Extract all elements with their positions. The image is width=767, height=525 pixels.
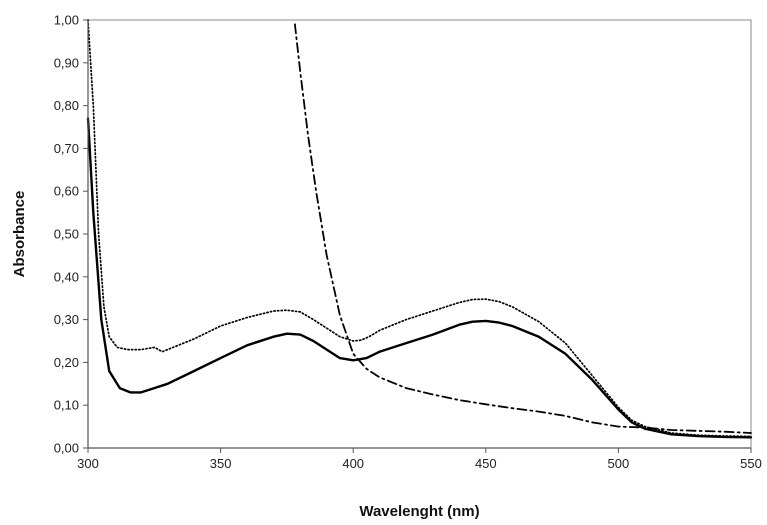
x-tick-label: 500 bbox=[608, 456, 630, 471]
x-tick-label: 300 bbox=[77, 456, 99, 471]
y-tick-label: 0,70 bbox=[54, 141, 79, 156]
x-tick-label: 450 bbox=[475, 456, 497, 471]
labels-layer: 300 350 400 450 500 550 0,00 0,10 0,20 0,30 0,40 0,… bbox=[54, 13, 762, 472]
y-axis-title: Absorbance bbox=[11, 191, 28, 278]
y-tick-label: 1,00 bbox=[54, 13, 79, 28]
y-tick-label: 0,00 bbox=[54, 441, 79, 456]
series-line-dash-dot bbox=[294, 23, 752, 434]
series-line-dotted bbox=[87, 19, 752, 438]
x-tick-label: 400 bbox=[342, 456, 364, 471]
x-tick-label: 350 bbox=[210, 456, 232, 471]
y-tick-label: 0,30 bbox=[54, 312, 79, 327]
axes-layer bbox=[83, 19, 752, 453]
y-tick-label: 0,10 bbox=[54, 398, 79, 413]
x-tick-label: 550 bbox=[740, 456, 762, 471]
y-tick-label: 0,20 bbox=[54, 355, 79, 370]
y-tick-label: 0,60 bbox=[54, 184, 79, 199]
y-tick-label: 0,80 bbox=[54, 98, 79, 113]
x-axis-title: Wavelenght (nm) bbox=[359, 503, 479, 520]
y-tick-label: 0,90 bbox=[54, 55, 79, 70]
series-line-solid bbox=[86, 117, 753, 439]
series-layer bbox=[86, 19, 753, 439]
y-tick-label: 0,50 bbox=[54, 227, 79, 242]
y-tick-label: 0,40 bbox=[54, 269, 79, 284]
